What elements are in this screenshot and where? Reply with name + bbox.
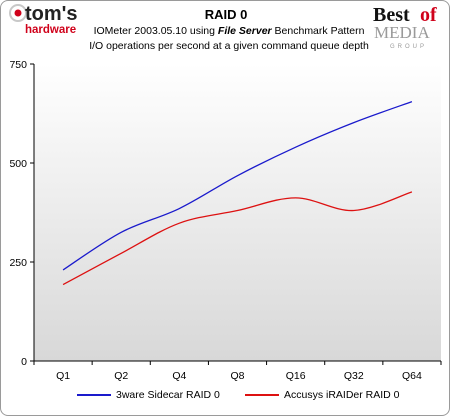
x-tick-label: Q1 bbox=[56, 370, 70, 382]
series-line-2 bbox=[62, 191, 413, 286]
x-tick-label: Q64 bbox=[402, 370, 422, 382]
logo-right-top-b: of bbox=[420, 4, 437, 26]
logo-right-mid: MEDIA bbox=[374, 23, 430, 42]
x-tick-label: Q2 bbox=[114, 370, 128, 382]
x-tick-label: Q16 bbox=[286, 370, 306, 382]
subtitle-line2: I/O operations per second at a given com… bbox=[89, 40, 369, 52]
x-tick-label: Q4 bbox=[172, 370, 186, 382]
legend-label-series2: Accusys iRAIDer RAID 0 bbox=[284, 389, 400, 401]
logo-right-top-a: Best bbox=[373, 4, 410, 26]
y-tick-label: 250 bbox=[9, 257, 27, 269]
plot-area bbox=[34, 64, 441, 361]
y-tick-label: 750 bbox=[9, 59, 27, 71]
subtitle-post: Benchmark Pattern bbox=[271, 25, 365, 37]
legend-label-series1: 3ware Sidecar RAID 0 bbox=[116, 389, 220, 401]
x-tick-label: Q8 bbox=[230, 370, 244, 382]
legend-swatch-series1 bbox=[77, 394, 111, 396]
y-tick-label: 0 bbox=[21, 356, 27, 368]
chart-legend: 3ware Sidecar RAID 0 Accusys iRAIDer RAI… bbox=[63, 384, 443, 410]
series-line-1 bbox=[62, 101, 413, 271]
logo-left-top: tom's bbox=[25, 3, 78, 25]
logo-right-bottom: GROUP bbox=[390, 44, 427, 50]
legend-item-series1: 3ware Sidecar RAID 0 bbox=[77, 389, 220, 401]
subtitle-bold: File Server bbox=[217, 25, 272, 37]
best-of-media-logo: Best of MEDIA GROUP bbox=[373, 4, 437, 50]
toms-hardware-logo: tom's hardware bbox=[9, 3, 78, 36]
legend-swatch-series2 bbox=[245, 394, 279, 396]
x-tick-label: Q32 bbox=[344, 370, 364, 382]
chart-subtitle: IOMeter 2003.05.10 using File Server Ben… bbox=[79, 24, 379, 54]
subtitle-pre: IOMeter 2003.05.10 using bbox=[93, 25, 218, 37]
legend-item-series2: Accusys iRAIDer RAID 0 bbox=[245, 389, 400, 401]
chart-title: RAID 0 bbox=[204, 7, 248, 22]
logo-left-bottom: hardware bbox=[25, 24, 76, 36]
y-tick-label: 500 bbox=[9, 158, 27, 170]
